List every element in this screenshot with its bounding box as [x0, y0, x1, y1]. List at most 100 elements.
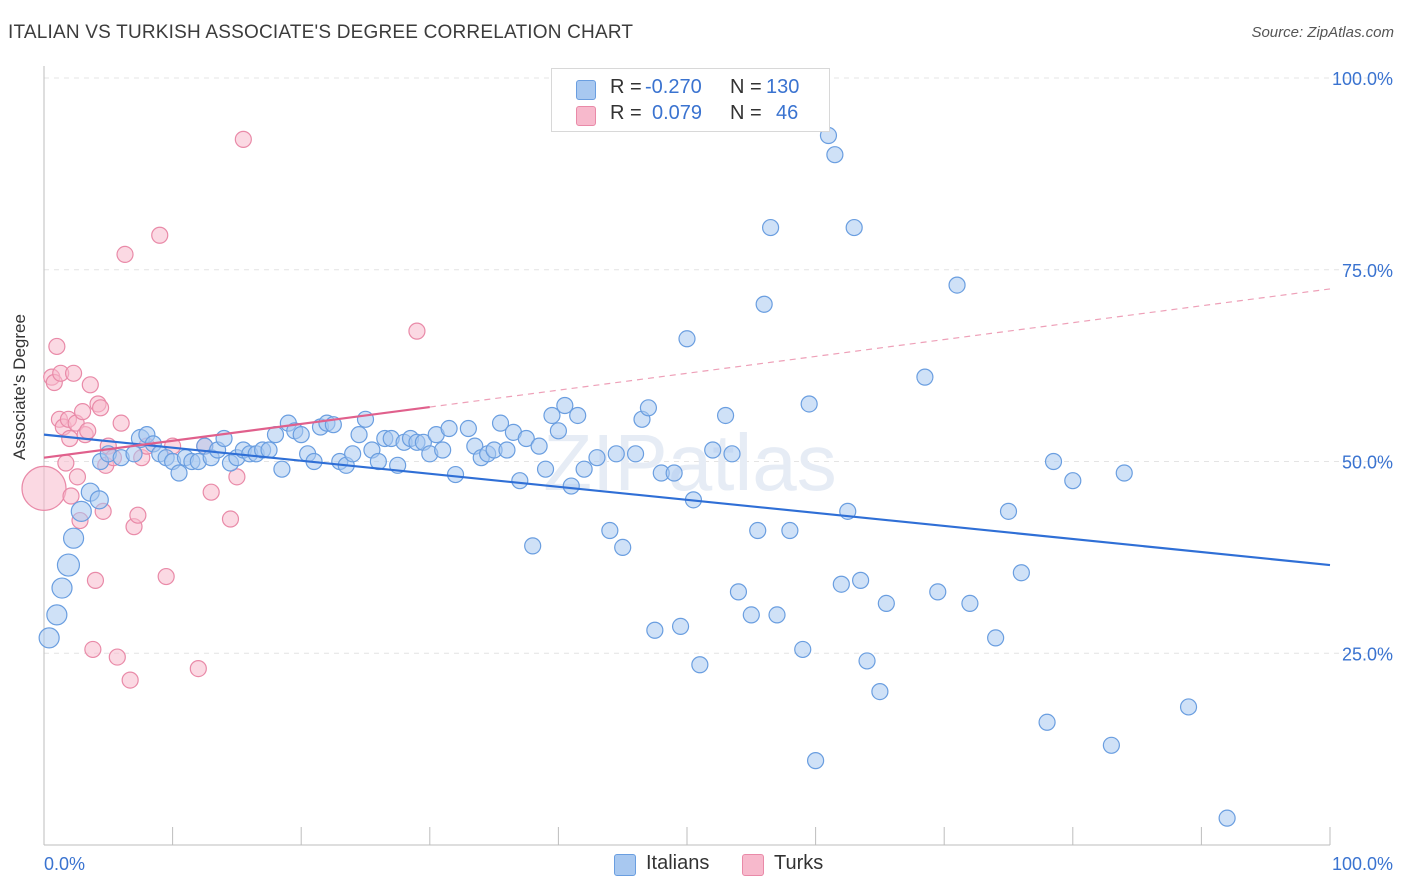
- turks-point: [189, 659, 207, 678]
- legend-r-label: R =: [610, 102, 642, 124]
- bottom-legend-label: Turks: [774, 852, 824, 874]
- italians-point: [524, 537, 542, 555]
- italians-point: [569, 406, 587, 425]
- legend-n-label: N =: [730, 76, 762, 98]
- italians-point: [536, 460, 555, 478]
- italians-point: [755, 295, 773, 313]
- turks-trend-line: [43, 405, 430, 459]
- legend-swatch-turks: [576, 106, 596, 126]
- italians-point: [125, 445, 143, 463]
- italians-point: [46, 604, 68, 626]
- italians-point: [877, 594, 895, 612]
- italians-point: [1038, 713, 1056, 731]
- italians-point: [556, 396, 574, 415]
- italians-point: [588, 449, 606, 467]
- chart-source: Source: ZipAtlas.com: [1251, 24, 1394, 41]
- italians-point: [273, 460, 291, 478]
- italians-trend-line: [43, 433, 1331, 567]
- italians-point: [1179, 698, 1198, 716]
- italians-point: [614, 538, 632, 557]
- turks-point: [228, 468, 246, 486]
- italians-point: [1064, 472, 1082, 490]
- italians-point: [665, 464, 683, 482]
- italians-point: [459, 419, 477, 438]
- y-tick-label: 75.0%: [1342, 261, 1393, 281]
- italians-point: [498, 441, 516, 459]
- italians-point: [38, 627, 60, 649]
- italians-point: [1044, 452, 1063, 471]
- italians-point: [806, 752, 825, 770]
- correlation-legend: R = -0.270 N = 130 R = 0.079 N = 46: [551, 68, 830, 132]
- italians-point: [678, 330, 696, 348]
- italians-point: [723, 445, 741, 463]
- italians-point: [70, 500, 92, 522]
- italians-point: [852, 571, 870, 589]
- bottom-legend-label: Italians: [646, 852, 710, 874]
- legend-r-value: 0.079: [652, 102, 703, 124]
- italians-point: [511, 472, 529, 490]
- italians-point: [948, 276, 966, 294]
- italians-point: [800, 395, 818, 413]
- italians-point: [440, 419, 458, 438]
- italians-point: [260, 441, 278, 459]
- italians-point: [446, 465, 465, 484]
- trend-lines: [43, 288, 1331, 567]
- legend-n-label: N =: [730, 102, 762, 124]
- italians-point: [671, 617, 690, 636]
- italians-point: [1012, 564, 1030, 582]
- italians-point: [89, 490, 109, 510]
- y-tick-label: 100.0%: [1332, 69, 1393, 89]
- italians-point: [517, 429, 535, 448]
- legend-n-value: 46: [776, 102, 799, 124]
- italians-point: [704, 441, 722, 459]
- italians-point: [639, 399, 658, 417]
- italians-point: [691, 656, 709, 674]
- italians-point: [832, 575, 850, 593]
- italians-point: [549, 422, 568, 440]
- italians-point: [987, 629, 1005, 647]
- x-tick-label-max: 100.0%: [1332, 854, 1393, 874]
- turks-point: [21, 465, 67, 511]
- italians-point: [1115, 464, 1133, 482]
- italians-point: [62, 527, 85, 549]
- italians-point: [626, 445, 645, 463]
- italians-point: [768, 606, 786, 624]
- legend-r-label: R =: [610, 76, 642, 98]
- chart-title: ITALIAN VS TURKISH ASSOCIATE'S DEGREE CO…: [8, 22, 634, 43]
- turks-point: [84, 640, 102, 659]
- italians-point: [350, 426, 368, 444]
- italians-point: [749, 521, 767, 540]
- grid-lines: [44, 77, 1390, 654]
- turks-point: [129, 506, 147, 524]
- turks-point: [81, 376, 99, 394]
- italians-point: [781, 521, 799, 540]
- italians-point: [961, 594, 979, 612]
- turks-trend-line-extension: [429, 288, 1331, 408]
- italians-point: [607, 445, 625, 463]
- turks-point: [112, 414, 130, 432]
- italians-point: [1218, 809, 1236, 827]
- italians-point: [929, 583, 947, 601]
- italians-point: [871, 682, 889, 701]
- italians-point: [729, 583, 748, 601]
- italians-point: [845, 218, 863, 237]
- italians-point: [916, 368, 934, 386]
- italians-point: [170, 464, 188, 482]
- turks-point: [79, 422, 97, 440]
- italians-point: [575, 460, 593, 478]
- turks-point: [151, 226, 169, 244]
- italians-point: [56, 553, 81, 577]
- turks-point: [108, 648, 126, 666]
- italians-point: [491, 414, 510, 432]
- turks-point: [202, 483, 220, 501]
- italians-point: [742, 606, 760, 624]
- turks-point: [157, 567, 175, 586]
- turks-point: [116, 245, 134, 264]
- turks-point: [73, 403, 92, 421]
- italians-point: [794, 640, 812, 659]
- italians-point: [530, 437, 548, 455]
- x-tick-label-min: 0.0%: [44, 854, 85, 874]
- y-axis-label: Associate's Degree: [10, 314, 29, 460]
- bottom-swatch-italians: [614, 854, 636, 876]
